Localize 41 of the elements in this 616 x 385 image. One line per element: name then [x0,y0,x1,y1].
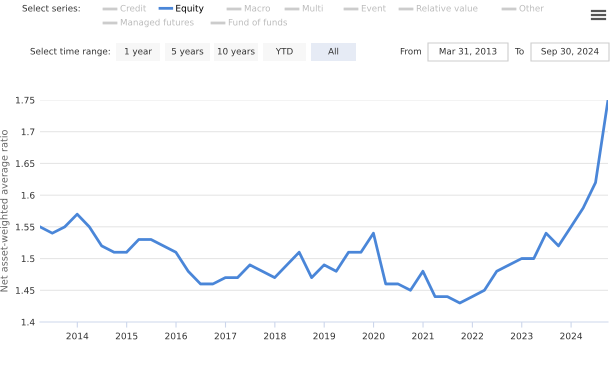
legend-label: Equity [176,4,204,14]
text: Select series: [22,4,80,12]
text: Sep 30, 2024 [541,48,599,56]
line-series [40,100,608,304]
x-tick-label: 2015 [116,332,138,340]
x-tick-label: 2020 [362,332,384,340]
text: YTD [276,48,293,54]
x-tick-label: 2018 [264,332,286,340]
text: 5 years [172,48,204,56]
y-axis-title: Net asset-weighted average ratio [0,130,10,292]
x-tick-label: 2023 [510,332,532,340]
y-tick-label: 1.75 [16,96,34,104]
text: Select time range: [30,48,110,56]
text: Event [362,5,386,12]
y-tick-label: 1.6 [22,192,35,199]
y-tick-label: 1.4 [22,318,35,326]
x-tick-label: 2024 [560,332,582,340]
x-tick-label: 2021 [412,332,434,340]
text: Credit [120,4,146,12]
text: 1 year [125,48,152,56]
text: 10 years [218,48,255,56]
y-tick-label: 1.5 [22,255,34,262]
text: Managed futures [120,18,194,28]
x-tick-label: 2016 [165,332,187,340]
x-tick-label: 2014 [66,332,88,340]
text: All [328,48,338,54]
x-tick-label: 2017 [214,332,236,340]
text: Relative value [416,4,478,12]
text: Fund of funds [228,18,288,26]
text: To [514,48,524,55]
text: Multi [302,4,323,12]
x-tick-label: 2022 [462,332,483,340]
y-tick-label: 1.65 [16,160,34,167]
y-tick-label: 1.45 [16,287,34,294]
y-tick-label: 1.55 [16,224,34,230]
text: Macro [244,5,270,12]
y-tick-label: 1.7 [22,128,34,136]
text: Other [519,4,544,12]
x-tick-label: 2019 [313,332,336,340]
text: Mar 31, 2013 [440,48,496,56]
text: From [400,48,421,55]
